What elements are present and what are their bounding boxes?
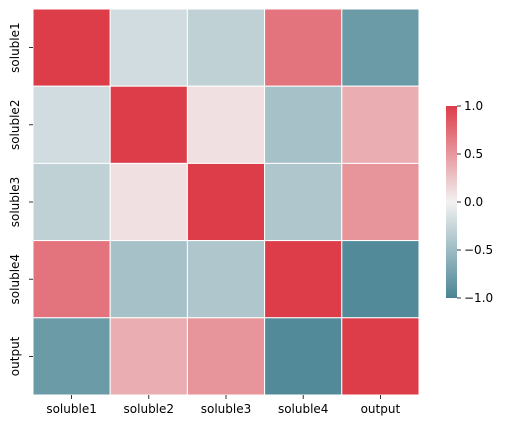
colorbar-tick-label: 0.5 xyxy=(464,147,483,161)
y-tick-label: soluble2 xyxy=(8,100,22,151)
heatmap-cell xyxy=(341,162,420,242)
heatmap-cell xyxy=(186,317,266,396)
x-tick-label: soluble1 xyxy=(46,402,97,416)
heatmap-cell xyxy=(341,240,420,319)
heatmap-cell xyxy=(264,162,343,242)
heatmap-cells xyxy=(32,8,420,396)
x-tick-label: soluble4 xyxy=(278,402,329,416)
heatmap-cell xyxy=(186,240,266,319)
heatmap-cell xyxy=(32,240,111,319)
heatmap-cell xyxy=(32,317,111,396)
heatmap-cell xyxy=(186,8,266,87)
colorbar-gradient xyxy=(446,106,457,298)
x-tick-label: soluble3 xyxy=(201,402,252,416)
heatmap-cell xyxy=(109,317,188,396)
x-tick-label: output xyxy=(361,402,401,416)
x-axis-ticks: soluble1 soluble2 soluble3 soluble4 output xyxy=(46,395,400,416)
heatmap-cell xyxy=(186,162,266,242)
colorbar: 1.0 0.5 0.0 −0.5 −1.0 xyxy=(446,99,493,305)
y-tick-label: soluble1 xyxy=(8,22,22,73)
heatmap-cell xyxy=(109,8,188,87)
heatmap-cell xyxy=(341,8,420,87)
heatmap-cell xyxy=(264,317,343,396)
heatmap-cell xyxy=(264,85,343,164)
x-tick-label: soluble2 xyxy=(124,402,175,416)
heatmap-cell xyxy=(32,8,111,87)
heatmap-cell xyxy=(264,8,343,87)
heatmap-cell xyxy=(32,85,111,164)
heatmap-cell xyxy=(341,317,420,396)
heatmap-cell xyxy=(264,240,343,319)
heatmap-cell xyxy=(109,162,188,242)
colorbar-tick-label: −1.0 xyxy=(464,291,493,305)
heatmap-cell xyxy=(186,85,266,164)
y-tick-label: output xyxy=(8,336,22,376)
heatmap-cell xyxy=(341,85,420,164)
y-axis-ticks: soluble1 soluble2 soluble3 soluble4 output xyxy=(8,22,33,376)
heatmap-cell xyxy=(32,162,111,242)
colorbar-tick-label: −0.5 xyxy=(464,243,493,257)
heatmap-cell xyxy=(109,85,188,164)
heatmap-cell xyxy=(109,240,188,319)
colorbar-tick-label: 0.0 xyxy=(464,195,483,209)
colorbar-tick-label: 1.0 xyxy=(464,99,483,113)
y-tick-label: soluble4 xyxy=(8,254,22,305)
y-tick-label: soluble3 xyxy=(8,177,22,228)
